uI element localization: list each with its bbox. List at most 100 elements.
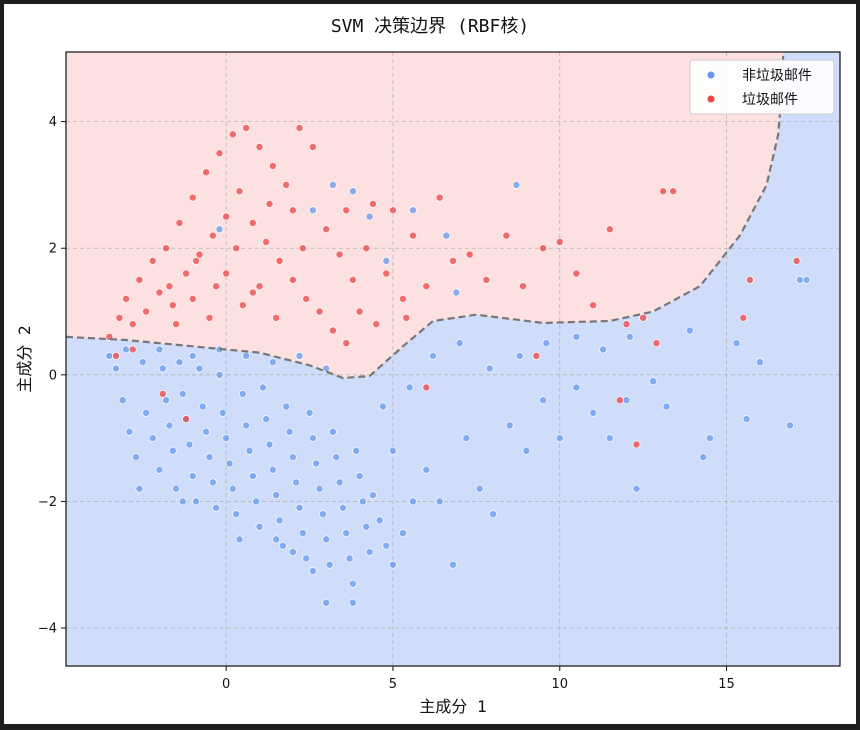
spam-point	[669, 187, 678, 196]
ham-point	[786, 421, 794, 430]
ham-point	[188, 472, 197, 481]
y-tick-label: −4	[38, 622, 57, 637]
spam-point	[188, 294, 197, 303]
ham-point	[242, 421, 251, 430]
ham-point	[462, 434, 471, 443]
ham-point	[515, 351, 524, 360]
legend-marker-spam	[707, 95, 715, 103]
figure-frame: SVM 决策边界 (RBF核) 0 5 10 15 −4 −2 0 2 4 主成分 1 主成分 …	[4, 4, 856, 724]
ham-point	[485, 364, 494, 373]
ham-point	[796, 275, 804, 284]
spam-point	[328, 326, 337, 335]
x-tick-label: 5	[389, 677, 397, 692]
ham-point	[258, 383, 267, 392]
ham-point	[422, 465, 431, 474]
spam-point	[589, 301, 598, 310]
ham-point	[125, 427, 134, 436]
ham-point	[288, 453, 297, 462]
ham-point	[742, 415, 751, 424]
ham-point	[278, 541, 287, 550]
ham-point	[435, 497, 444, 506]
ham-point	[248, 472, 257, 481]
ham-point	[358, 497, 367, 506]
ham-point	[362, 522, 371, 531]
spam-point	[465, 250, 474, 259]
ham-point	[222, 434, 231, 443]
spam-point	[248, 218, 257, 227]
spam-point	[128, 320, 137, 329]
ham-point	[275, 516, 284, 525]
ham-point	[235, 535, 244, 544]
spam-point	[182, 269, 191, 278]
ham-point	[138, 358, 147, 367]
ham-point	[699, 453, 708, 462]
ham-point	[405, 383, 414, 392]
ham-point	[328, 180, 337, 189]
spam-point	[399, 294, 407, 303]
x-tick-label: 10	[551, 677, 568, 692]
spam-point	[555, 237, 564, 246]
x-tick-label: 15	[718, 677, 735, 692]
legend: 非垃圾邮件 垃圾邮件	[689, 59, 835, 115]
ham-point	[242, 351, 251, 360]
spam-point	[422, 282, 431, 291]
ham-point	[322, 598, 331, 607]
spam-point	[265, 199, 274, 208]
spam-point	[168, 301, 177, 310]
ham-point	[605, 434, 614, 443]
ham-point	[348, 187, 357, 196]
spam-point	[288, 275, 297, 284]
ham-point	[399, 529, 407, 538]
ham-point	[325, 560, 334, 569]
chart-title: SVM 决策边界 (RBF核)	[331, 16, 529, 37]
spam-point	[342, 206, 351, 215]
ham-point	[409, 497, 417, 506]
ham-point	[178, 497, 187, 506]
spam-point	[148, 256, 157, 265]
ham-point	[348, 579, 357, 588]
ham-point	[475, 484, 484, 493]
ham-point	[292, 478, 301, 487]
ham-point	[228, 484, 237, 493]
ham-point	[178, 389, 187, 398]
ham-point	[732, 339, 741, 348]
spam-point	[422, 383, 431, 392]
spam-point	[659, 187, 668, 196]
spam-point	[402, 313, 411, 322]
ham-point	[165, 421, 174, 430]
ham-point	[539, 396, 548, 405]
ham-point	[755, 358, 764, 367]
scatter-chart: SVM 决策边界 (RBF核) 0 5 10 15 −4 −2 0 2 4 主成分 1 主成分 …	[15, 16, 841, 716]
ham-point	[305, 408, 314, 417]
ham-point	[345, 554, 354, 563]
spam-point	[162, 244, 171, 253]
ham-point	[352, 446, 361, 455]
spam-point	[275, 256, 284, 265]
ham-point	[142, 408, 151, 417]
ham-point	[328, 427, 337, 436]
ham-point	[522, 446, 531, 455]
spam-point	[449, 256, 457, 265]
spam-point	[142, 307, 151, 316]
spam-point	[205, 313, 214, 322]
ham-point	[335, 478, 344, 487]
ham-point	[365, 212, 374, 221]
spam-point	[302, 294, 311, 303]
spam-point	[435, 193, 444, 202]
ham-point	[105, 351, 114, 360]
ham-point	[332, 453, 341, 462]
spam-point	[115, 313, 124, 322]
ham-point	[148, 434, 157, 443]
ham-point	[308, 206, 317, 215]
spam-point	[539, 244, 548, 253]
ham-point	[409, 206, 417, 215]
ham-point	[312, 459, 321, 468]
spam-point	[622, 320, 631, 329]
spam-point	[208, 231, 217, 240]
spam-point	[519, 282, 528, 291]
ham-point	[188, 351, 197, 360]
spam-point	[238, 301, 247, 310]
ham-point	[315, 484, 324, 493]
ham-point	[455, 339, 464, 348]
ham-point	[208, 478, 217, 487]
